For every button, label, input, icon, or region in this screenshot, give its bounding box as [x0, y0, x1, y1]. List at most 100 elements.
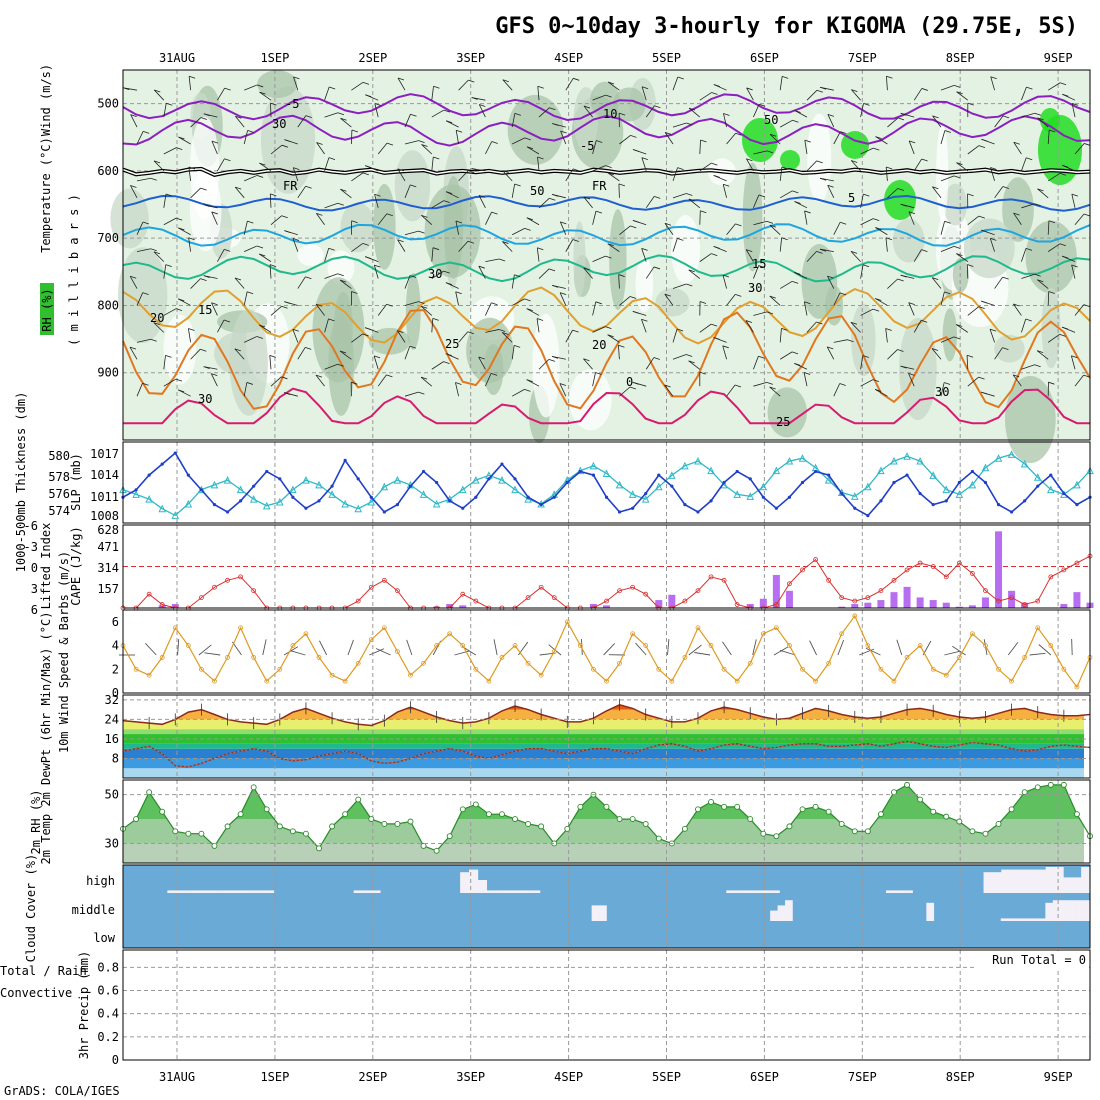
rh-axis-label: 2m RH (%) [29, 789, 43, 854]
slp-point [317, 499, 321, 503]
wind-barb [753, 220, 768, 226]
wind-barb-flag [514, 112, 521, 116]
wind-barb [377, 374, 387, 387]
wind-barb-flag [618, 344, 625, 348]
wind-barb-flag [629, 296, 637, 299]
thickness-point [994, 454, 1003, 462]
wind-barb [607, 172, 620, 182]
wind-barb-flag [559, 383, 567, 386]
wind-barb-flag [200, 278, 207, 282]
wind-barb [860, 193, 864, 208]
slp-point [1049, 473, 1053, 477]
wind-barb-flag [142, 382, 149, 386]
wind-speed-point [368, 637, 374, 643]
slp-point [265, 469, 269, 474]
temp-2m-line [122, 704, 1091, 727]
wind-barb-flag [686, 122, 693, 126]
wind-barb-flag [524, 227, 531, 231]
lifted-index-point [617, 588, 622, 594]
wind-barb-10m [896, 639, 903, 656]
bottom-date-axis: 31AUG 1SEP 2SEP 3SEP 4SEP 5SEP 6SEP 7SEP 8SEP 9SE… [159, 1070, 1073, 1084]
slp-thickness-panel: 1008 1011 1014 1017 574 576 578 580 1000-500mb T… [14, 392, 1094, 572]
cape-bar [603, 605, 610, 608]
wind-barb-flag [607, 334, 614, 338]
rh-band [123, 843, 1084, 863]
wind-barb-flag [421, 144, 428, 147]
thickness-point [341, 499, 349, 508]
rh-2m-point [721, 803, 728, 810]
wind-barb-flag [153, 322, 160, 326]
lifted-index-point [604, 598, 609, 604]
cloud-high-bar [903, 890, 913, 893]
wind-barb-flag [175, 378, 183, 382]
wind-barb-flag [607, 81, 615, 85]
slp-point [343, 458, 347, 463]
cloud-high-bar [894, 890, 904, 893]
wind-barb [431, 200, 445, 209]
rh-high-region [780, 150, 800, 170]
wind-barb [153, 251, 165, 262]
wind-barb [211, 140, 218, 155]
wind-barb-flag [654, 105, 661, 109]
cape-bar [968, 605, 976, 608]
wind-barb-flag [418, 230, 425, 234]
wind-speed-point [943, 672, 949, 678]
wind-barb [188, 166, 191, 181]
rh-2m-point [485, 811, 492, 818]
wind-barb-flag [1025, 318, 1032, 322]
wind-barb [217, 158, 225, 172]
wind-barb-flag [502, 79, 509, 83]
wind-barb-flag [456, 129, 463, 133]
date-tick-top: 4SEP [554, 51, 583, 65]
wind-barb-flag [953, 246, 961, 249]
wind-barb-10m [688, 644, 702, 656]
wind-barb [502, 79, 513, 91]
rh-region [189, 170, 222, 252]
wind-barb [1013, 303, 1022, 316]
lifted-index-point [251, 588, 257, 594]
wind-barb [966, 355, 969, 370]
wind-barb-flag [421, 214, 428, 218]
wind-barb-flag [328, 318, 335, 322]
wind-barb [645, 105, 655, 118]
cape-bar [995, 531, 1003, 608]
wind-barb-flag [165, 193, 173, 197]
wind-barb-flag [607, 243, 614, 247]
lifted-index-point [787, 581, 792, 587]
wind-barb [619, 135, 631, 145]
rh-tick-label: 30 [105, 836, 119, 850]
rh-region [994, 334, 1025, 363]
wind-barb [1071, 103, 1076, 118]
wind-barb-flag [723, 183, 730, 187]
temp-tick-label: 24 [105, 712, 119, 726]
wind-barb-flag [1062, 93, 1069, 97]
thickness-point [393, 475, 402, 484]
wind-barb-flag [665, 132, 672, 135]
wind-barb-flag [443, 109, 451, 113]
wind-barb [940, 382, 945, 397]
cloud-high-bar [460, 872, 470, 893]
thickness-point [184, 499, 193, 508]
wind-barb-flag [337, 112, 345, 116]
wind-barb-flag [605, 165, 612, 169]
rh-2m-point [877, 811, 884, 818]
wind-barb-flag [178, 298, 185, 302]
wind-barb-flag [766, 220, 774, 224]
wind-barb-10m [493, 639, 498, 656]
cloud-high-bar [770, 890, 780, 893]
wind-barb-flag [819, 248, 827, 252]
date-tick-top: 7SEP [848, 51, 877, 65]
wind-barb [592, 255, 606, 263]
wind-barb [404, 275, 411, 289]
rh-2m-point [446, 833, 453, 840]
wind-barb [753, 265, 760, 279]
wind-barb [1074, 374, 1084, 387]
rh-2m-point [564, 825, 571, 832]
rh-contour-label: 10 [603, 107, 617, 121]
thickness-point [289, 485, 297, 494]
wind-barb-10m [406, 639, 413, 656]
wind-barb [769, 224, 781, 236]
wind-barb-flag [839, 292, 847, 296]
wind-barb [833, 131, 841, 145]
wind-barb [243, 291, 248, 306]
